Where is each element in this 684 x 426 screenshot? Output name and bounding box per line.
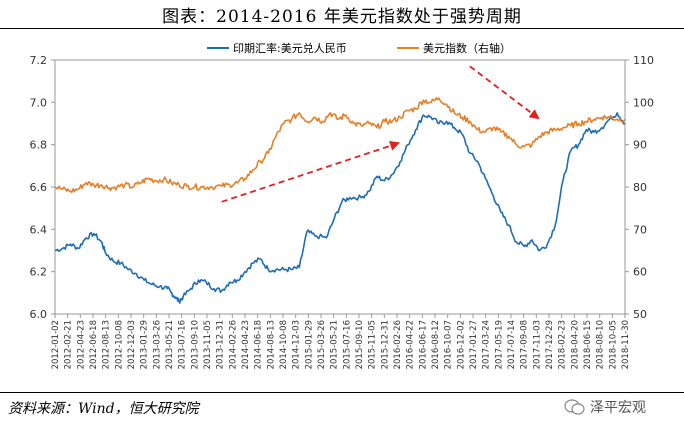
chart: 6.0 6.2 6.4 6.6 6.8 7.0 7.2 50 60 70 80 90 100 110 201… — [30, 41, 655, 369]
trend-arrow-head — [528, 109, 540, 120]
x-tick-label: 2016-04-22 — [406, 320, 416, 369]
x-tick-label: 2012-10-08 — [114, 320, 124, 369]
wechat-icon — [564, 399, 585, 415]
x-tick-label: 2017-01-27 — [469, 320, 479, 369]
series-line-dxy — [54, 97, 626, 194]
x-tick-label: 2013-03-26 — [152, 320, 162, 369]
x-tick-label: 2014-12-03 — [292, 320, 302, 369]
x-tick-label: 2017-12-29 — [545, 320, 555, 369]
y-left-tick-label: 6.2 — [30, 266, 48, 279]
top-rule — [0, 28, 684, 29]
x-tick-label: 2012-04-23 — [76, 320, 86, 369]
x-tick-label: 2013-05-21 — [165, 320, 175, 369]
x-tick-label: 2014-08-13 — [266, 320, 276, 369]
x-tick-label: 2012-06-18 — [89, 320, 99, 369]
x-tick-label: 2014-06-18 — [254, 320, 264, 369]
x-tick-label: 2017-07-14 — [507, 320, 517, 369]
y-right-tick-label: 100 — [633, 96, 654, 109]
x-tick-label: 2014-04-23 — [241, 320, 251, 369]
plot-frame — [54, 59, 626, 315]
x-tick-label: 2015-12-31 — [380, 320, 390, 369]
x-tick-label: 2016-08-12 — [431, 320, 441, 369]
watermark-text: 泽平宏观 — [590, 400, 646, 416]
x-tick-label: 2015-05-21 — [330, 320, 340, 369]
x-tick-label: 2013-07-16 — [178, 320, 188, 369]
trend-arrow-line — [469, 65, 533, 114]
bottom-rule — [0, 392, 684, 393]
x-tick-label: 2013-09-10 — [190, 320, 200, 369]
x-tick-label: 2013-01-29 — [140, 320, 150, 369]
series-line-usdcny — [54, 112, 626, 304]
chart-title: 图表：2014-2016 年美元指数处于强势周期 — [162, 7, 522, 27]
x-tick-label: 2014-10-08 — [279, 320, 289, 369]
x-tick-label: 2018-04-20 — [570, 320, 580, 369]
x-tick-label: 2015-09-10 — [355, 320, 365, 369]
source-note: 资料来源：Wind，恒大研究院 — [8, 401, 199, 417]
legend-label: 印期汇率:美元兑人民币 — [233, 41, 347, 55]
annotations — [221, 65, 540, 203]
x-tick-label: 2016-02-26 — [393, 320, 403, 369]
y-left-tick-label: 6.8 — [30, 139, 48, 152]
x-tick-label: 2018-06-15 — [583, 320, 593, 369]
x-tick-label: 2018-11-30 — [621, 320, 631, 369]
x-tick-label: 2014-02-26 — [228, 320, 238, 369]
axes: 6.0 6.2 6.4 6.6 6.8 7.0 7.2 50 60 70 80 90 100 110 201… — [30, 54, 655, 369]
legend-label: 美元指数（右轴） — [423, 41, 511, 55]
x-tick-label: 2012-08-13 — [102, 320, 112, 369]
x-tick-label: 2017-05-19 — [494, 320, 504, 369]
y-left-tick-label: 7.0 — [30, 96, 48, 109]
y-right-tick-label: 80 — [633, 181, 647, 194]
x-tick-label: 2018-10-05 — [608, 320, 618, 369]
x-tick-label: 2012-12-03 — [127, 320, 137, 369]
x-tick-label: 2018-08-10 — [596, 320, 606, 369]
x-tick-label: 2018-02-23 — [558, 320, 568, 369]
legend: 印期汇率:美元兑人民币 美元指数（右轴） — [207, 41, 511, 55]
x-tick-label: 2012-01-02 — [51, 320, 61, 369]
x-tick-label: 2013-11-05 — [203, 320, 213, 369]
y-right-tick-label: 50 — [633, 308, 647, 321]
x-tick-label: 2012-02-21 — [64, 320, 74, 369]
x-tick-label: 2015-07-16 — [342, 320, 352, 369]
y-left-tick-label: 6.6 — [30, 181, 48, 194]
y-right-tick-label: 110 — [633, 54, 654, 67]
y-right-tick-label: 70 — [633, 223, 647, 236]
x-tick-label: 2016-12-02 — [456, 320, 466, 369]
x-tick-label: 2013-12-31 — [216, 320, 226, 369]
y-right-tick-label: 60 — [633, 266, 647, 279]
y-left-tick-label: 7.2 — [30, 54, 48, 67]
x-tick-label: 2015-03-26 — [317, 320, 327, 369]
x-tick-label: 2017-09-08 — [520, 320, 530, 369]
series-layer — [54, 97, 626, 304]
y-right-tick-label: 90 — [633, 139, 647, 152]
x-tick-label: 2015-11-05 — [368, 320, 378, 369]
y-left-tick-label: 6.4 — [30, 223, 48, 236]
trend-arrow-line — [221, 144, 391, 203]
x-tick-label: 2016-10-07 — [444, 320, 454, 369]
x-tick-label: 2017-03-24 — [482, 320, 492, 369]
trend-arrow-head — [389, 140, 401, 151]
y-left-tick-label: 6.0 — [30, 308, 48, 321]
x-tick-label: 2015-01-29 — [304, 320, 314, 369]
x-tick-label: 2017-11-03 — [532, 320, 542, 369]
x-tick-label: 2016-06-17 — [418, 320, 428, 369]
